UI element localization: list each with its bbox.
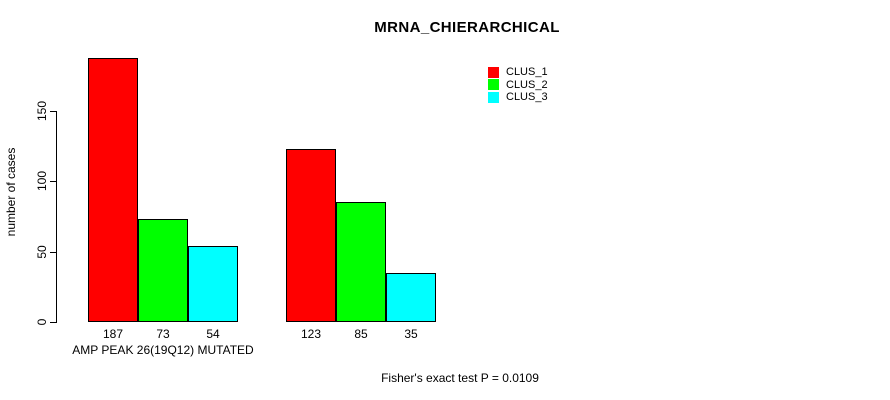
y-tick-label: 50 (35, 245, 49, 259)
y-tick-label: 0 (35, 318, 49, 326)
y-tick-mark (50, 322, 56, 323)
legend: CLUS_1 CLUS_2 CLUS_3 (488, 66, 548, 104)
bar-value-label: 73 (156, 327, 170, 341)
bar-group1-clus_3 (188, 246, 238, 322)
bar-value-label: 54 (206, 327, 220, 341)
y-tick-label: 150 (35, 100, 49, 122)
bar-value-label: 35 (404, 327, 418, 341)
bar-group1-clus_2 (138, 219, 188, 322)
bar-value-label: 187 (102, 327, 124, 341)
legend-color-swatch-clus_1 (488, 66, 499, 78)
footnote-pvalue: Fisher's exact test P = 0.0109 (381, 371, 539, 385)
y-tick-mark (50, 252, 56, 253)
legend-item-label: CLUS_3 (506, 91, 548, 103)
chart-title: MRNA_CHIERARCHICAL (374, 19, 560, 36)
legend-item: CLUS_2 (488, 79, 548, 91)
y-tick-label: 100 (35, 170, 49, 192)
y-tick-mark (50, 181, 56, 182)
y-tick-mark (50, 111, 56, 112)
y-axis-label: number of cases (4, 147, 18, 237)
bar-group2-clus_1 (286, 149, 336, 322)
bar-group2-clus_2 (336, 202, 386, 322)
legend-color-swatch-clus_2 (488, 79, 499, 90)
legend-color-swatch-clus_3 (488, 91, 499, 103)
legend-item: CLUS_3 (488, 91, 548, 103)
legend-item: CLUS_1 (488, 66, 548, 78)
bar-value-label: 85 (354, 327, 368, 341)
legend-item-label: CLUS_2 (506, 78, 548, 91)
bar-value-label: 123 (300, 327, 322, 341)
bar-group1-clus_1 (88, 58, 138, 322)
legend-item-label: CLUS_1 (506, 66, 548, 78)
y-axis-line (56, 111, 57, 323)
bar-group2-clus_3 (386, 273, 436, 322)
x-axis-group-label: AMP PEAK 26(19Q12) MUTATED (72, 343, 254, 357)
